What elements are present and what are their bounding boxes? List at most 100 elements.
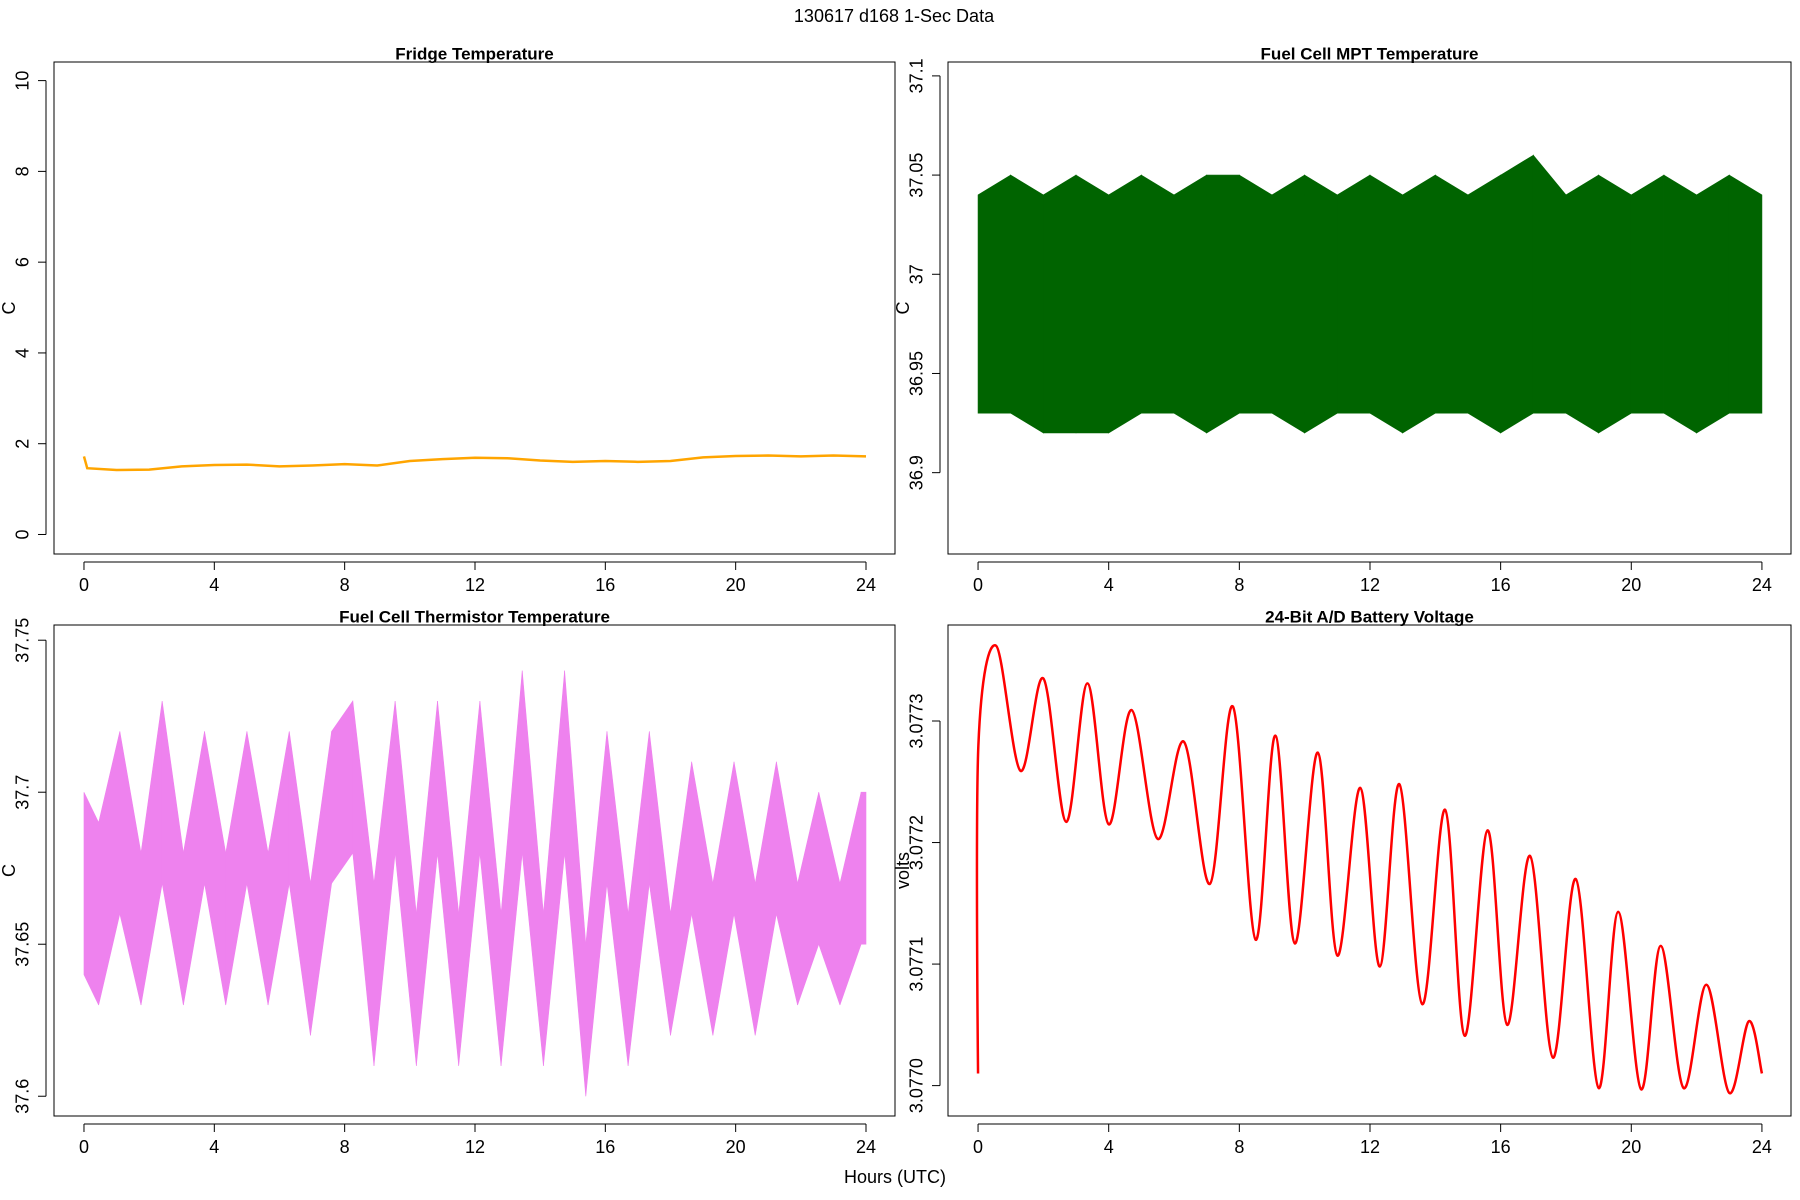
x-tick-label: 16 (1491, 575, 1511, 595)
x-tick-label: 8 (1234, 1137, 1244, 1157)
band-segment (500, 670, 523, 1066)
band-segment (754, 761, 777, 1036)
band-segment (373, 700, 396, 1066)
band-segment (606, 731, 629, 1066)
band-segment (140, 700, 163, 1006)
band-segment (543, 670, 565, 1066)
y-tick-label: 0 (13, 529, 33, 539)
data-line (975, 644, 1764, 1095)
x-tick-label: 4 (1104, 1137, 1114, 1157)
x-tick-label: 16 (595, 1137, 615, 1157)
x-tick-label: 0 (79, 575, 89, 595)
x-tick-label: 24 (856, 1137, 876, 1157)
x-axis-label: Hours (UTC) (844, 1167, 946, 1187)
y-axis-label: C (893, 302, 913, 315)
x-tick-label: 24 (856, 575, 876, 595)
y-tick-label: 37.05 (907, 153, 927, 198)
band-segment (161, 700, 184, 1006)
band-segment (627, 731, 650, 1066)
y-tick-label: 37.7 (13, 775, 33, 810)
y-axis-label: C (0, 302, 19, 315)
y-tick-label: 37 (907, 264, 927, 284)
band-segment (1271, 174, 1305, 434)
y-tick-label: 4 (13, 348, 33, 358)
band-segment (98, 731, 121, 1006)
band-segment (839, 792, 862, 1006)
x-tick-label: 20 (726, 575, 746, 595)
plot-area (975, 644, 1764, 1095)
band-segment (818, 792, 841, 1006)
plot-frame (947, 624, 1792, 1117)
figure-title: 130617 d168 1-Sec Data (794, 6, 995, 26)
y-tick-label: 3.0771 (907, 937, 927, 992)
data-line (82, 454, 867, 472)
x-tick-label: 24 (1752, 575, 1772, 595)
x-tick-label: 12 (465, 575, 485, 595)
band-segment (564, 670, 587, 1097)
panel-title: 24-Bit A/D Battery Voltage (1265, 607, 1474, 626)
band-segment (1402, 174, 1436, 434)
band-segment (670, 761, 692, 1036)
band-segment (1532, 154, 1567, 414)
band-segment (119, 731, 142, 1006)
x-tick-label: 24 (1752, 1137, 1772, 1157)
band-segment (1435, 174, 1469, 414)
band-segment (416, 700, 438, 1066)
x-tick-label: 0 (973, 1137, 983, 1157)
band-segment (691, 761, 714, 1036)
band-segment (733, 761, 756, 1036)
band-segment (310, 731, 332, 1036)
band-segment (1075, 174, 1109, 434)
y-tick-label: 3.0772 (907, 815, 927, 870)
x-tick-label: 16 (1491, 1137, 1511, 1157)
band-segment (204, 731, 227, 1006)
plot-frame (947, 61, 1792, 555)
band-segment (1043, 174, 1077, 434)
band-segment (1108, 174, 1142, 434)
band-segment (1239, 174, 1273, 414)
band-segment (1598, 174, 1632, 434)
band-segment (1565, 174, 1599, 434)
x-tick-label: 8 (340, 575, 350, 595)
band-segment (1500, 154, 1534, 434)
x-tick-label: 8 (340, 1137, 350, 1157)
y-tick-label: 37.75 (13, 618, 33, 663)
plot-area (977, 154, 1763, 434)
band-segment (712, 761, 735, 1036)
band-segment (860, 791, 867, 945)
band-segment (649, 731, 671, 1036)
band-segment (352, 700, 375, 1066)
y-tick-label: 3.0770 (907, 1058, 927, 1113)
band-segment (1369, 174, 1403, 434)
y-tick-label: 36.9 (907, 455, 927, 490)
band-segment (797, 792, 820, 1006)
x-tick-label: 4 (209, 1137, 219, 1157)
x-tick-label: 20 (726, 1137, 746, 1157)
band-segment (1010, 174, 1044, 434)
plot-frame (53, 624, 896, 1117)
y-tick-label: 36.95 (907, 351, 927, 396)
x-tick-label: 12 (1360, 1137, 1380, 1157)
plot-area (82, 454, 867, 472)
band-segment (267, 731, 290, 1006)
band-segment (1663, 174, 1697, 434)
panel-title: Fridge Temperature (395, 44, 553, 63)
band-segment (585, 731, 608, 1097)
band-segment (1173, 174, 1207, 434)
panel-title: Fuel Cell Thermistor Temperature (339, 607, 610, 626)
y-tick-label: 37.1 (907, 58, 927, 93)
x-tick-label: 4 (209, 575, 219, 595)
band-segment (225, 731, 248, 1006)
band-segment (1696, 174, 1730, 434)
plot-area (83, 670, 867, 1097)
band-segment (977, 174, 1012, 414)
y-tick-label: 2 (13, 439, 33, 449)
y-axis-label: volts (893, 852, 913, 889)
band-segment (458, 700, 481, 1066)
band-segment (1141, 174, 1175, 414)
panel-title: Fuel Cell MPT Temperature (1261, 44, 1479, 63)
x-tick-label: 0 (79, 1137, 89, 1157)
x-tick-label: 12 (465, 1137, 485, 1157)
band-segment (479, 700, 502, 1066)
